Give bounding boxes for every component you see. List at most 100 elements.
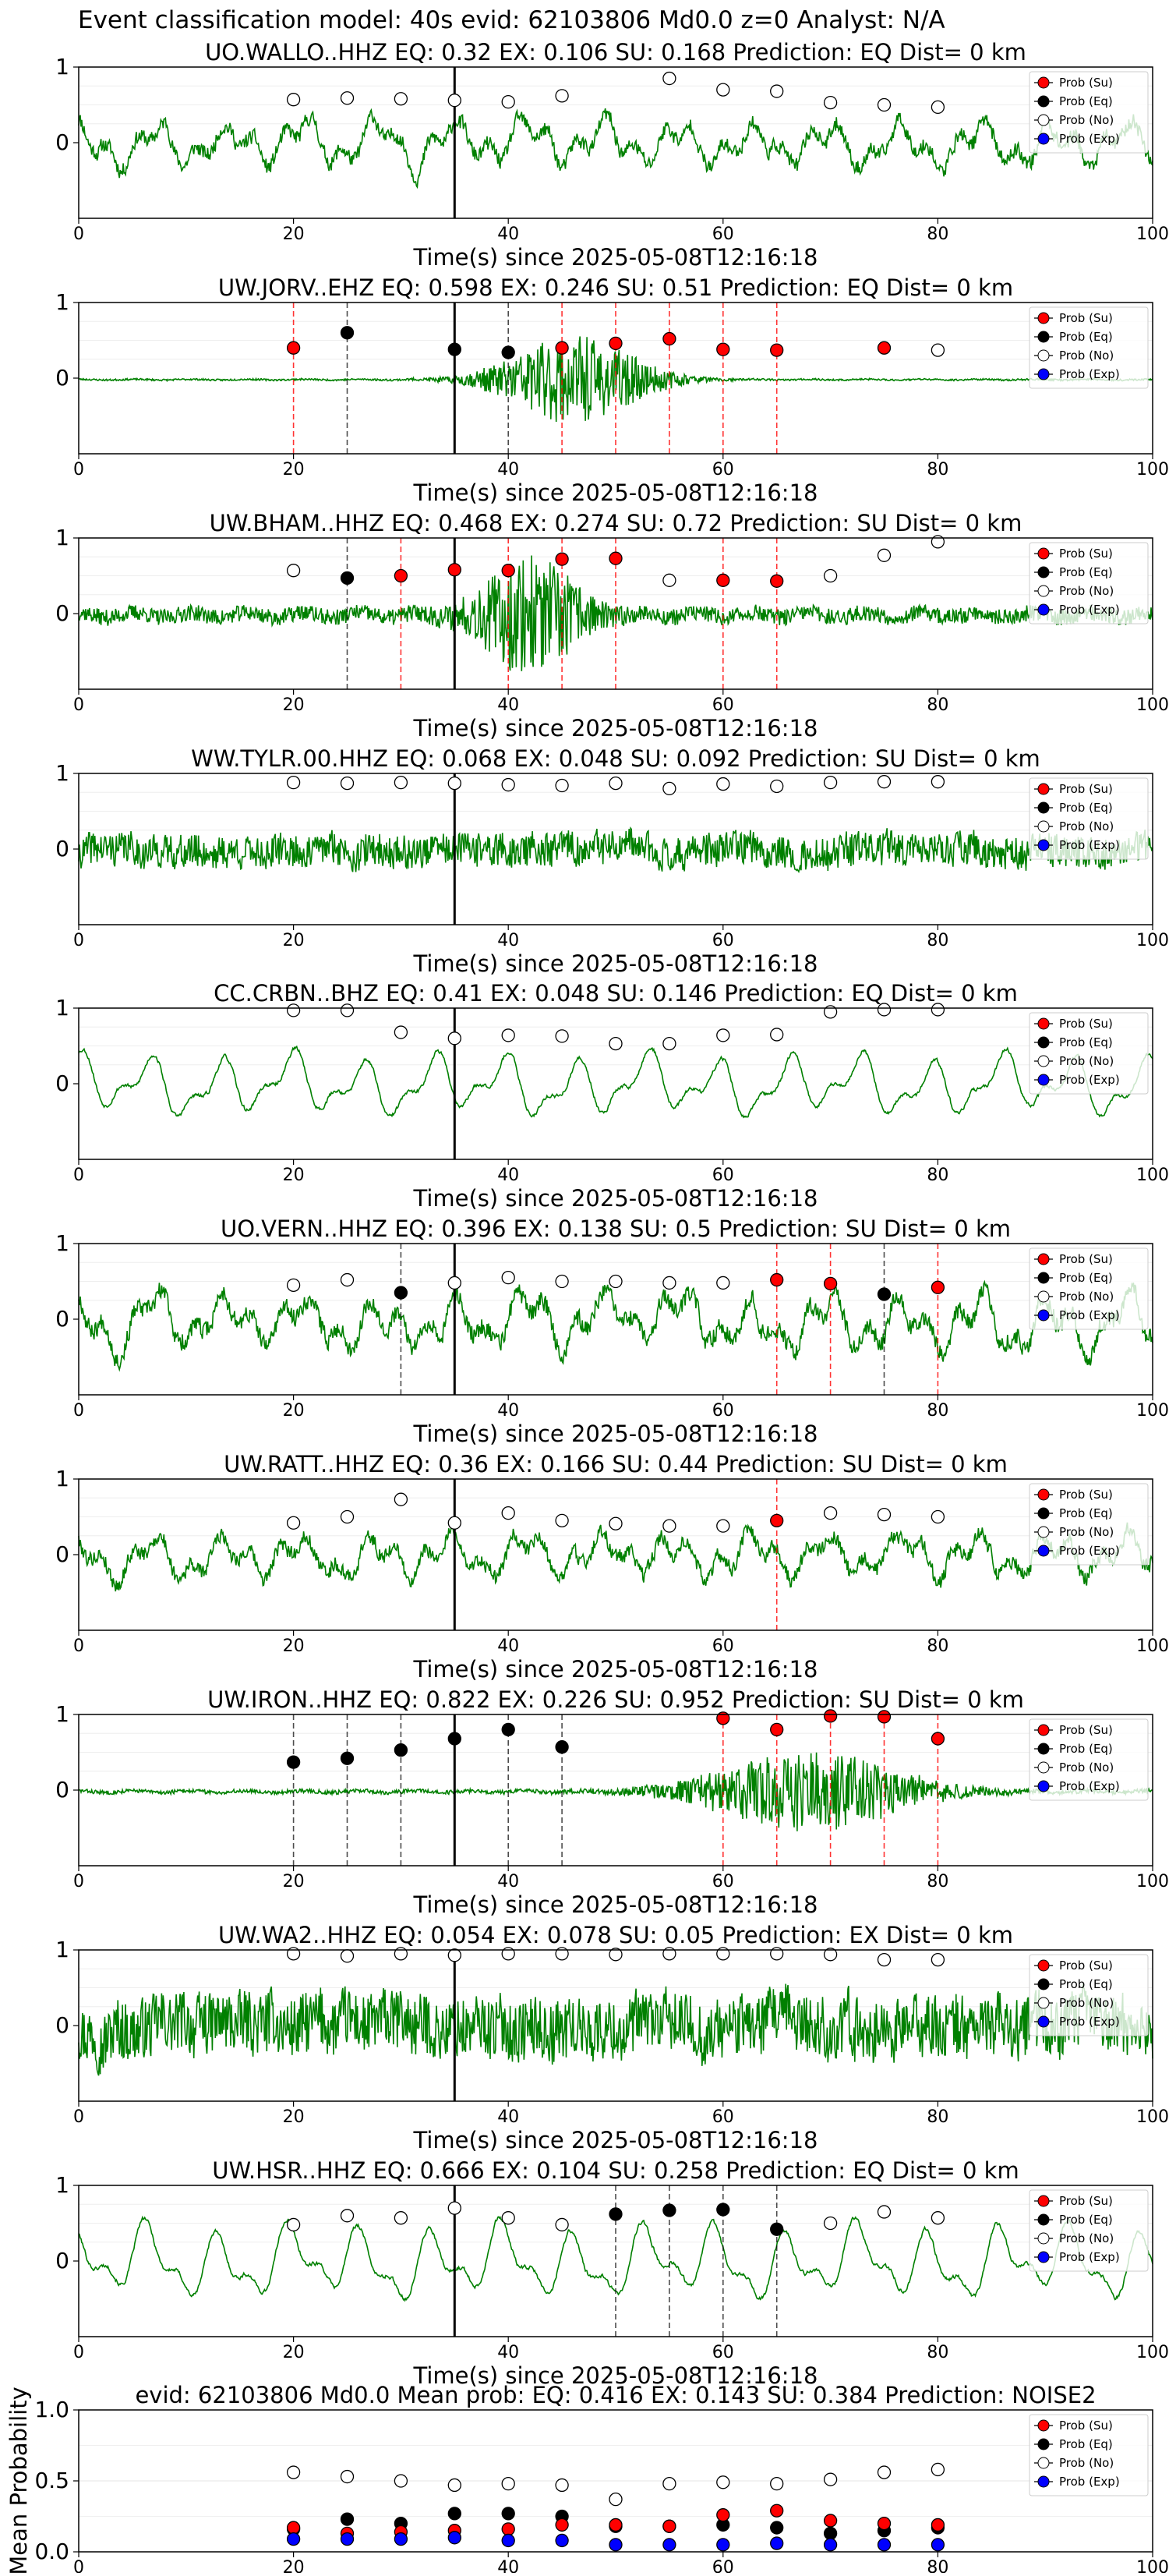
waveform-trace	[78, 108, 1153, 189]
y-tick-label: 0	[55, 2248, 69, 2273]
legend-marker	[1037, 1055, 1050, 1067]
legend-marker	[1037, 1978, 1050, 1990]
prob-marker-no	[447, 1516, 461, 1530]
x-axis-label: Time(s) since 2025-05-08T12:16:18	[413, 244, 818, 271]
prob-marker-no	[340, 1003, 355, 1017]
prob-marker-su	[716, 342, 730, 356]
legend: Prob (Su) Prob (Eq) Prob (No) Prob (Exp)	[1029, 2189, 1149, 2272]
x-tick-label: 60	[712, 1637, 734, 1656]
legend-box	[1029, 1012, 1149, 1095]
legend-marker	[1037, 783, 1050, 795]
legend-item: Prob (Su)	[1034, 1252, 1113, 1266]
x-tick-label: 20	[283, 225, 305, 244]
x-tick-label: 80	[927, 460, 948, 479]
prob-marker-eq	[340, 571, 355, 586]
legend-marker	[1037, 2438, 1050, 2450]
legend-label: Prob (Exp)	[1059, 1544, 1120, 1558]
legend-label: Prob (Exp)	[1059, 2475, 1120, 2489]
prob-marker-no	[931, 100, 945, 115]
legend-item: Prob (Su)	[1034, 1959, 1113, 1973]
legend-box	[1029, 1954, 1149, 2036]
legend: Prob (Su) Prob (Eq) Prob (No) Prob (Exp)	[1029, 306, 1149, 389]
x-tick-label: 60	[712, 1872, 734, 1891]
legend-label: Prob (Exp)	[1059, 132, 1120, 146]
y-tick-label: 0	[55, 600, 69, 626]
x-tick-label: 40	[497, 1872, 519, 1891]
prob-marker-no	[394, 92, 408, 106]
legend-item: Prob (Eq)	[1034, 1035, 1113, 1049]
legend-item: Prob (No)	[1034, 1525, 1114, 1539]
legend-marker	[1037, 2251, 1050, 2263]
x-tick-label: 100	[1136, 1872, 1169, 1891]
prob-marker-no	[555, 1947, 569, 1961]
x-tick-label: 40	[497, 1637, 519, 1656]
prob-marker-eq	[394, 1743, 408, 1757]
mean-point-exp	[340, 2532, 355, 2546]
legend-item: Prob (No)	[1034, 819, 1114, 833]
prob-marker-no	[501, 94, 515, 109]
legend-label: Prob (No)	[1059, 1760, 1114, 1775]
legend-item: Prob (No)	[1034, 1290, 1114, 1304]
legend-marker	[1037, 1959, 1050, 1972]
prob-marker-no	[286, 2217, 301, 2232]
legend-marker	[1037, 1036, 1050, 1049]
legend: Prob (Su) Prob (Eq) Prob (No) Prob (Exp)	[1029, 542, 1149, 625]
prob-marker-no	[877, 1507, 892, 1522]
x-tick-label: 100	[1136, 2343, 1169, 2362]
x-tick-label: 80	[927, 2558, 948, 2573]
legend-label: Prob (No)	[1059, 584, 1114, 598]
prob-marker-no	[394, 1947, 408, 1961]
prob-marker-no	[447, 1948, 461, 1962]
prob-marker-eq	[340, 1751, 355, 1765]
y-tick-label: 0.5	[34, 2468, 69, 2493]
mean-point-exp	[501, 2533, 515, 2548]
prob-marker-no	[555, 1029, 569, 1043]
mean-point-exp	[394, 2532, 408, 2546]
prob-marker-no	[823, 2216, 838, 2231]
panel-title: UW.WA2..HHZ EQ: 0.054 EX: 0.078 SU: 0.05…	[218, 1922, 1013, 1948]
prob-marker-eq	[340, 326, 355, 340]
prob-marker-no	[931, 535, 945, 549]
legend-item: Prob (Eq)	[1034, 94, 1113, 108]
legend-label: Prob (Eq)	[1059, 330, 1113, 344]
legend-item: Prob (Exp)	[1034, 1073, 1120, 1087]
x-tick-label: 60	[712, 695, 734, 715]
prob-marker-eq	[555, 1740, 569, 1754]
station-panel: UW.HSR..HHZ EQ: 0.666 EX: 0.104 SU: 0.25…	[55, 2157, 1169, 2389]
station-panel: WW.TYLR.00.HHZ EQ: 0.068 EX: 0.048 SU: 0…	[55, 745, 1169, 977]
prob-marker-no	[716, 777, 730, 791]
legend-item: Prob (Exp)	[1034, 1544, 1120, 1558]
legend-label: Prob (Exp)	[1059, 838, 1120, 852]
mean-point-su	[501, 2522, 515, 2536]
x-tick-label: 20	[283, 1872, 305, 1891]
legend-marker	[1037, 114, 1050, 126]
prob-marker-no	[286, 1278, 301, 1292]
x-tick-label: 40	[497, 2107, 519, 2127]
x-tick-label: 80	[927, 2343, 948, 2362]
legend-item: Prob (Su)	[1034, 311, 1113, 325]
legend-marker	[1037, 1724, 1050, 1736]
legend-marker	[1037, 603, 1050, 616]
prob-marker-eq	[394, 1286, 408, 1300]
x-tick-label: 20	[283, 2343, 305, 2362]
y-tick-label: 1	[55, 1466, 69, 1491]
x-axis-label: Time(s) since 2025-05-08T12:16:18	[413, 1421, 818, 1447]
y-tick-label: 1	[55, 525, 69, 550]
x-tick-label: 0	[73, 460, 84, 479]
prob-marker-no	[877, 548, 892, 562]
axes-frame	[78, 1007, 1153, 1160]
mean-point-no	[609, 2493, 623, 2507]
x-axis-label: Time(s) since 2025-05-08T12:16:18	[413, 1656, 818, 1683]
legend-item: Prob (Su)	[1034, 782, 1113, 796]
prob-marker-no	[931, 1509, 945, 1524]
mean-point-exp	[286, 2532, 301, 2546]
legend-box	[1029, 1718, 1149, 1801]
prob-marker-no	[394, 2211, 408, 2225]
x-tick-label: 40	[497, 931, 519, 950]
y-tick-label: 0	[55, 2012, 69, 2038]
legend-label: Prob (Su)	[1059, 782, 1113, 796]
x-axis-label: Time(s) since 2025-05-08T12:16:18	[413, 2127, 818, 2153]
prob-marker-no	[340, 1272, 355, 1287]
legend-label: Prob (Exp)	[1059, 1073, 1120, 1087]
